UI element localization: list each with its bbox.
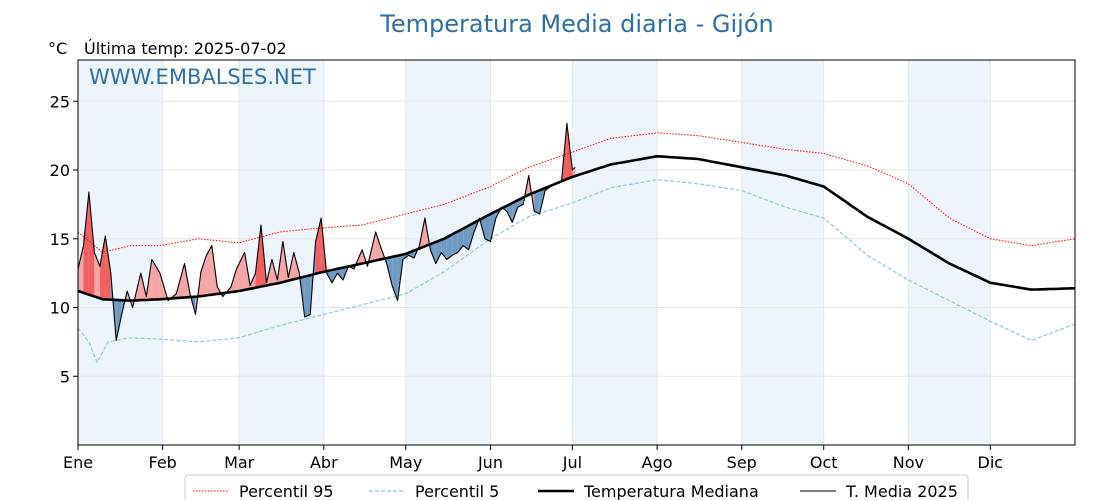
fill-below-median [337,267,343,280]
fill-above-median [375,231,382,261]
month-bands [78,60,991,445]
fill-above-median [83,192,89,295]
legend: Percentil 95 Percentil 5 Temperatura Media… [184,474,969,500]
fill-above-median [206,245,212,296]
y-axis: 5 10 15 20 25 [50,92,78,386]
fill-below-median [430,241,436,264]
fill-above-median [200,255,207,297]
fill-below-median [452,231,458,256]
fill-below-median [463,225,469,250]
x-tick-label: Sep [727,453,757,472]
x-axis: Ene Feb Mar Abr May Jun Jul Ago Sep Oct Nov Dic [63,445,1003,472]
fill-below-median [435,239,442,264]
legend-label-median: Temperatura Mediana [583,482,759,500]
fill-below-median [512,200,518,223]
y-tick-label: 20 [50,161,70,180]
x-tick-label: Dic [978,453,1004,472]
x-tick-label: Mar [224,453,255,472]
x-tick-label: Nov [893,453,924,472]
y-tick-label: 10 [50,299,70,318]
y-tick-label: 15 [50,230,70,249]
x-tick-label: Ago [642,453,673,472]
chart-title: Temperatura Media diaria - Gijón [379,10,773,38]
series-line-p5 [77,179,1076,364]
x-tick-label: Oct [810,453,838,472]
legend-label-p95: Percentil 95 [239,482,334,500]
series-line-median [77,155,1075,302]
plot-frame [77,59,1076,446]
y-tick-label: 25 [50,92,70,111]
series-line-p95 [77,132,1076,253]
fill-below-median [392,255,398,301]
fill-above-median [78,245,84,293]
last-temp-label: Última temp: 2025-07-02 [84,39,287,58]
x-tick-label: Jul [562,453,582,472]
legend-frame [184,474,969,500]
month-band [572,60,658,445]
fill-below-median [468,222,475,250]
x-tick-label: Jun [477,453,503,472]
fill-above-median [315,218,322,274]
month-band [741,60,824,445]
fill-below-median [304,275,311,318]
fill-above-median [236,252,245,292]
fill-below-median [506,203,513,223]
series-lines [77,122,1076,364]
x-tick-label: Feb [149,453,177,472]
y-unit-label: °C [48,39,67,58]
series-line-y2025 [77,122,576,342]
fill-below-median [484,214,491,242]
fill-below-median [534,190,540,214]
fill-above-median [88,192,95,297]
fill-below-median [446,234,453,260]
x-tick-label: May [389,453,422,472]
fill-above-median [151,259,160,300]
legend-label-y2025: T. Media 2025 [845,482,958,500]
legend-label-p5: Percentil 5 [415,482,499,500]
fill-below-median [116,299,122,341]
x-tick-label: Ene [63,453,93,472]
month-band [908,60,991,445]
x-tick-label: Abr [310,453,338,472]
y-tick-label: 5 [60,367,70,386]
watermark-text: WWW.EMBALSES.NET [89,65,316,89]
